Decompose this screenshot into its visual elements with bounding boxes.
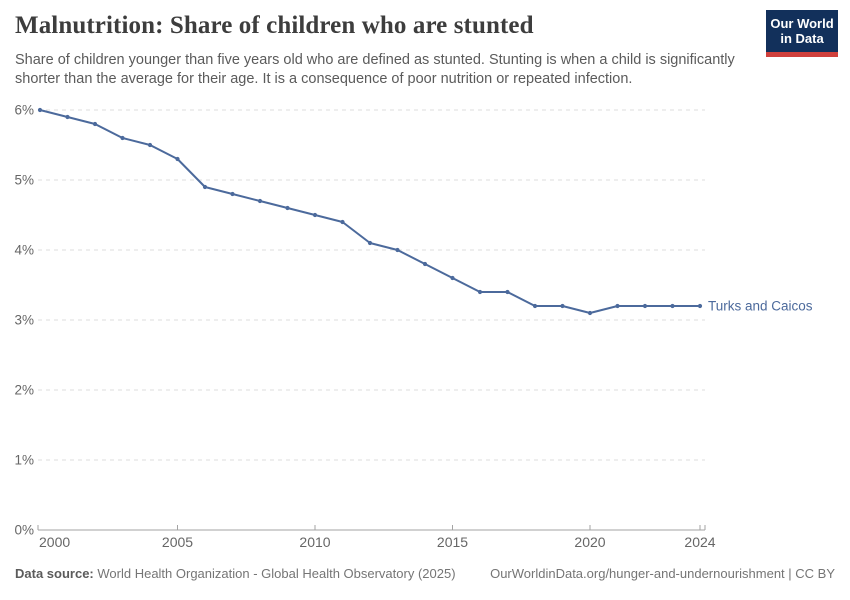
data-point[interactable] <box>37 107 43 113</box>
data-point[interactable] <box>257 198 263 204</box>
data-point[interactable] <box>422 261 428 267</box>
y-axis-tick-label: 2% <box>14 383 34 398</box>
x-axis-tick-label: 2010 <box>299 534 330 550</box>
data-point[interactable] <box>367 240 373 246</box>
data-source-label: Data source: <box>15 566 94 581</box>
owid-url-license[interactable]: OurWorldinData.org/hunger-and-undernouri… <box>490 566 835 581</box>
series-label[interactable]: Turks and Caicos <box>708 299 813 314</box>
data-point[interactable] <box>615 303 620 309</box>
owid-logo[interactable]: Our World in Data <box>766 10 838 57</box>
data-point[interactable] <box>670 303 675 309</box>
data-source-text: World Health Organization - Global Healt… <box>97 566 456 581</box>
data-point[interactable] <box>175 156 180 162</box>
y-axis-tick-label: 1% <box>14 453 34 468</box>
data-point[interactable] <box>230 191 235 197</box>
data-point[interactable] <box>65 114 70 120</box>
page-title: Malnutrition: Share of children who are … <box>15 12 534 39</box>
data-point[interactable] <box>697 303 703 309</box>
data-point[interactable] <box>477 289 483 295</box>
data-point[interactable] <box>642 303 648 309</box>
x-axis-tick-label: 2000 <box>39 534 70 550</box>
data-point[interactable] <box>560 303 565 309</box>
data-point[interactable] <box>312 212 318 218</box>
data-line[interactable] <box>39 109 701 314</box>
chart-footer: Data source: World Health Organization -… <box>15 566 835 581</box>
x-axis-tick-label: 2005 <box>162 534 193 550</box>
data-point[interactable] <box>505 289 510 295</box>
data-point[interactable] <box>340 219 345 225</box>
data-point[interactable] <box>202 184 208 190</box>
y-axis-tick-label: 4% <box>14 243 34 258</box>
data-point[interactable] <box>120 135 125 141</box>
data-point[interactable] <box>147 142 153 148</box>
data-point[interactable] <box>587 310 593 316</box>
x-axis-tick-label: 2020 <box>574 534 605 550</box>
chart-subtitle: Share of children younger than five year… <box>15 52 735 87</box>
y-axis-tick-label: 6% <box>14 103 34 118</box>
y-axis-tick-label: 0% <box>14 523 34 538</box>
x-axis-tick-label: 2015 <box>437 534 468 550</box>
data-point[interactable] <box>450 275 455 281</box>
owid-logo-line2: in Data <box>780 31 824 47</box>
data-point[interactable] <box>92 121 98 127</box>
y-axis-tick-label: 5% <box>14 173 34 188</box>
data-point[interactable] <box>532 303 538 309</box>
owid-logo-line1: Our World <box>770 16 834 31</box>
data-point[interactable] <box>285 205 290 211</box>
data-source: Data source: World Health Organization -… <box>15 566 456 581</box>
chart-canvas[interactable]: 0% 1% 2% 3% 4% 5% 6% 2000 2005 2010 2015 2020 2024 Tu… <box>0 95 850 560</box>
y-axis-tick-label: 3% <box>14 313 34 328</box>
data-point[interactable] <box>395 247 400 253</box>
x-axis-tick-label: 2024 <box>684 534 715 550</box>
